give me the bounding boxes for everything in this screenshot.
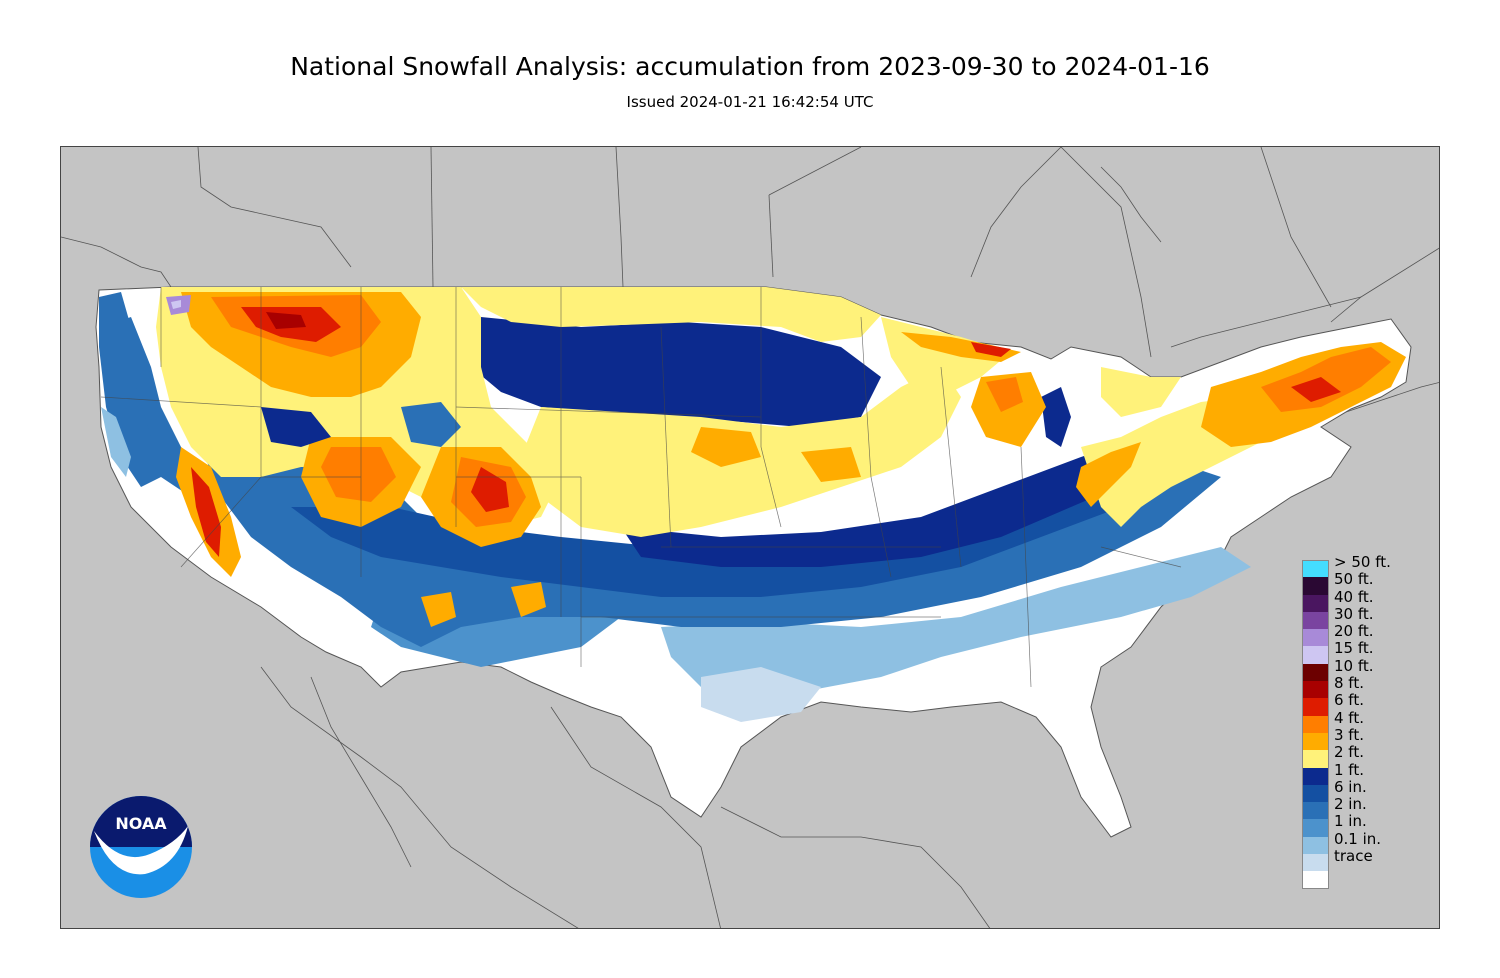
- legend-swatch: [1302, 611, 1329, 630]
- legend-label: 50 ft.: [1334, 570, 1374, 589]
- legend-swatch: [1302, 560, 1329, 578]
- legend-label: 20 ft.: [1334, 622, 1374, 641]
- state-boundaries: [100, 287, 1182, 688]
- coastline-details: [61, 166, 1439, 418]
- map-canvas: [61, 147, 1439, 928]
- snowfall-map: [60, 146, 1440, 929]
- legend-label: 2 in.: [1334, 795, 1367, 814]
- boundary-lines: [197, 147, 1439, 928]
- legend-label: 1 ft.: [1334, 760, 1364, 779]
- legend-swatch: [1302, 802, 1329, 820]
- legend-swatch: [1302, 767, 1329, 785]
- legend-label: 15 ft.: [1334, 639, 1374, 658]
- snow-band-pacific-coast: [99, 292, 161, 487]
- seagull-icon: [94, 826, 188, 875]
- logo-text: NOAA: [115, 814, 167, 833]
- legend-label: 6 ft.: [1334, 691, 1364, 710]
- noaa-logo: NOAA: [90, 796, 192, 898]
- legend-swatch: [1302, 784, 1329, 803]
- legend-label: 6 in.: [1334, 777, 1367, 796]
- legend-swatch: [1302, 646, 1329, 664]
- legend-swatch: [1302, 819, 1329, 837]
- legend-swatch: [1302, 732, 1329, 751]
- legend-swatch: [1302, 698, 1329, 716]
- legend-swatch: [1302, 854, 1329, 872]
- issued-timestamp: Issued 2024-01-21 16:42:54 UTC: [626, 93, 874, 111]
- legend-label: 3 ft.: [1334, 725, 1364, 744]
- legend-swatch: [1302, 715, 1329, 733]
- legend-label: 30 ft.: [1334, 604, 1374, 623]
- legend-swatch: [1302, 594, 1329, 612]
- legend-label: 8 ft.: [1334, 674, 1364, 693]
- legend-label: 2 ft.: [1334, 743, 1364, 762]
- legend-label: > 50 ft.: [1334, 553, 1391, 571]
- legend-swatch: [1302, 836, 1329, 855]
- legend-label: 0.1 in.: [1334, 829, 1382, 848]
- legend-label: 4 ft.: [1334, 708, 1364, 727]
- legend-swatch: [1302, 750, 1329, 768]
- legend-swatch: [1302, 577, 1329, 595]
- legend-swatch: [1302, 663, 1329, 682]
- legend-label: 40 ft.: [1334, 587, 1374, 606]
- legend-swatch: [1302, 629, 1329, 647]
- legend-swatch: [1302, 871, 1329, 889]
- legend-label: 1 in.: [1334, 812, 1367, 831]
- legend-swatch: [1302, 681, 1329, 699]
- legend-label: 10 ft.: [1334, 656, 1374, 675]
- map-title: National Snowfall Analysis: accumulation…: [290, 52, 1210, 81]
- snow-band-orange: [691, 332, 1406, 507]
- legend-label: trace: [1334, 847, 1373, 866]
- logo-top: [90, 796, 192, 847]
